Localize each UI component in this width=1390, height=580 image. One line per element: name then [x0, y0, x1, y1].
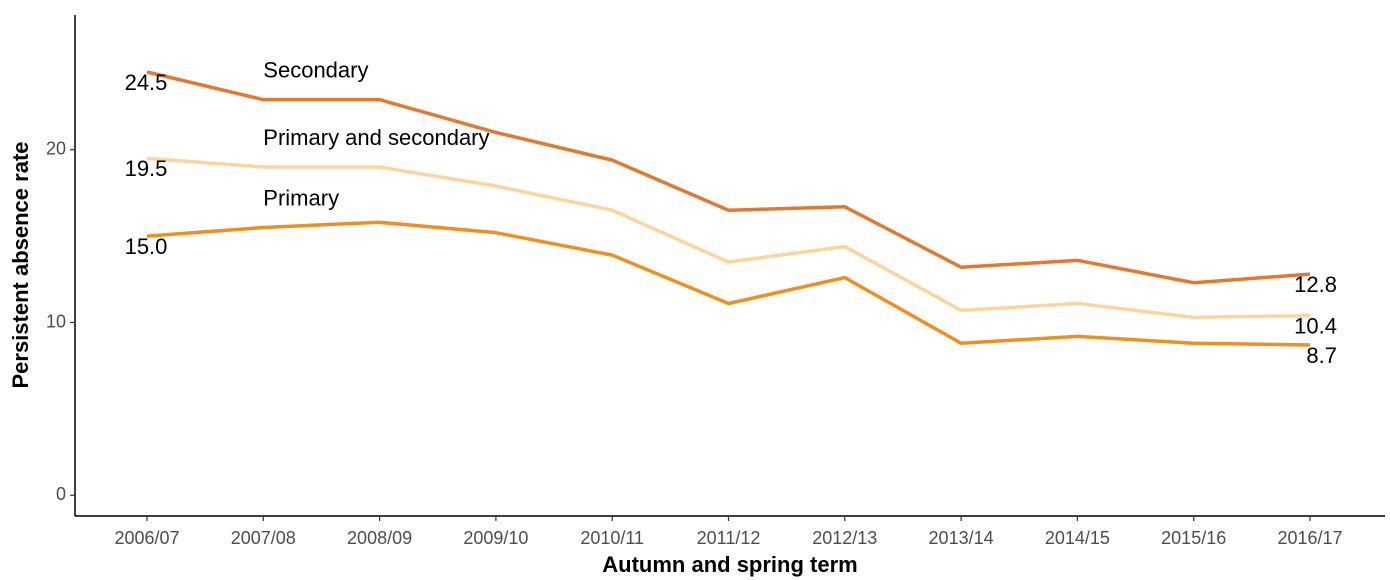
x-tick-label: 2016/17: [1277, 528, 1342, 548]
series-label: Primary and secondary: [263, 125, 489, 150]
series-line: [146, 70, 1311, 285]
x-tick-label: 2012/13: [812, 528, 877, 548]
y-tick-label: 10: [46, 311, 66, 331]
y-tick-label: 20: [46, 139, 66, 159]
series-line: [146, 156, 1311, 320]
value-label: 12.8: [1294, 272, 1337, 297]
value-label: 19.5: [125, 156, 168, 181]
x-tick-label: 2007/08: [231, 528, 296, 548]
series-line: [146, 220, 1311, 347]
series-label: Secondary: [263, 57, 368, 82]
value-label: 10.4: [1294, 313, 1337, 338]
x-tick-label: 2015/16: [1161, 528, 1226, 548]
x-tick-label: 2009/10: [463, 528, 528, 548]
series-label: Primary: [263, 185, 339, 210]
y-tick-label: 0: [56, 484, 66, 504]
x-tick-label: 2008/09: [347, 528, 412, 548]
value-label: 24.5: [125, 70, 168, 95]
x-axis-title: Autumn and spring term: [602, 552, 857, 577]
value-label: 8.7: [1306, 343, 1337, 368]
value-label: 15.0: [125, 234, 168, 259]
x-tick-label: 2006/07: [114, 528, 179, 548]
x-tick-label: 2014/15: [1045, 528, 1110, 548]
y-axis-title: Persistent absence rate: [8, 141, 33, 388]
x-tick-label: 2011/12: [697, 528, 761, 548]
x-tick-label: 2010/11: [580, 528, 644, 548]
x-tick-label: 2013/14: [929, 528, 994, 548]
